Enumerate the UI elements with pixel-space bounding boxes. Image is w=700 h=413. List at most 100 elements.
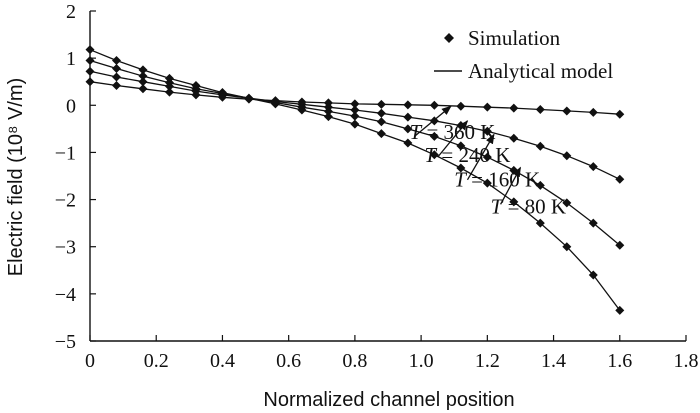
x-tick-label: 0.2 (144, 350, 169, 372)
data-point (535, 180, 545, 190)
data-point (509, 133, 519, 143)
data-point (615, 109, 625, 119)
data-point (85, 45, 95, 55)
data-point (562, 151, 572, 161)
data-point (615, 174, 625, 184)
y-tick-label: −4 (55, 284, 76, 306)
legend-marker-icon (444, 33, 454, 43)
data-point (164, 87, 174, 97)
data-point (482, 126, 492, 136)
data-point (535, 218, 545, 228)
annotation-arrow (437, 120, 469, 158)
data-point (111, 56, 121, 65)
data-point (138, 71, 148, 81)
data-point (376, 117, 386, 127)
annotation-label: T = 360 K (410, 120, 496, 144)
data-point (85, 66, 95, 76)
y-axis-ticks: 2 1 0 −1 −2 −3 −4 −5 (55, 1, 96, 353)
x-tick-label: 0 (85, 350, 95, 372)
annotations: T = 360 KT = 240 KT = 160 K T = 80 K (410, 105, 566, 219)
data-point (138, 65, 148, 75)
data-point (164, 81, 174, 91)
y-tick-label: −3 (55, 237, 76, 259)
data-point (111, 64, 121, 74)
x-tick-label: 1.8 (674, 350, 699, 372)
data-point (85, 56, 95, 65)
data-point (323, 112, 333, 122)
data-point (403, 100, 413, 110)
data-point (244, 94, 254, 104)
data-point (403, 112, 413, 122)
data-point (535, 141, 545, 151)
data-point (403, 138, 413, 148)
legend: Simulation Analytical model (434, 26, 613, 83)
data-point (297, 97, 307, 107)
data-point (323, 98, 333, 108)
data-point (482, 102, 492, 112)
y-tick-label: 0 (66, 95, 76, 117)
data-point (270, 96, 280, 106)
y-tick-label: −2 (55, 190, 76, 212)
data-point (482, 178, 492, 188)
y-tick-label: −1 (55, 142, 76, 164)
data-point (138, 84, 148, 94)
data-point (376, 108, 386, 118)
data-point (111, 72, 121, 82)
data-point (429, 131, 439, 141)
data-point (456, 101, 466, 111)
data-point (509, 197, 519, 207)
annotation-arrow (500, 166, 522, 205)
data-point (588, 218, 598, 228)
data-point (615, 240, 625, 250)
data-point (588, 162, 598, 172)
data-point (85, 77, 95, 87)
data-point (456, 141, 466, 151)
x-tick-label: 1.6 (607, 350, 632, 372)
data-point (429, 150, 439, 160)
x-axis-ticks: 0 0.2 0.4 0.6 0.8 1.0 1.2 1.4 1.6 1.8 (85, 335, 699, 372)
legend-label-analytical-model: Analytical model (468, 59, 613, 83)
data-point (217, 92, 227, 102)
y-axis-title: Electric field (10⁸ V/m) (5, 78, 27, 277)
annotation-arrow (466, 133, 495, 181)
data-point (562, 198, 572, 208)
series-markers (85, 45, 625, 315)
data-point (376, 99, 386, 109)
data-point (350, 111, 360, 121)
data-point (191, 90, 201, 100)
y-tick-label: 1 (66, 48, 76, 70)
data-point (615, 305, 625, 315)
data-point (429, 100, 439, 110)
x-tick-label: 1.4 (541, 350, 566, 372)
x-tick-label: 1.0 (409, 350, 434, 372)
annotation-label: T = 80 K (491, 195, 566, 219)
data-point (588, 270, 598, 280)
data-point (350, 99, 360, 109)
legend-label-simulation: Simulation (468, 26, 561, 50)
axes (89, 11, 686, 342)
data-point (456, 163, 466, 173)
x-tick-label: 0.4 (210, 350, 235, 372)
data-point (350, 105, 360, 115)
x-tick-label: 0.8 (342, 350, 367, 372)
data-point (562, 242, 572, 252)
annotation-arrow (414, 105, 452, 137)
data-point (588, 107, 598, 117)
data-point (376, 129, 386, 139)
data-point (350, 119, 360, 129)
data-point (509, 103, 519, 113)
data-point (562, 106, 572, 116)
data-point (535, 105, 545, 115)
data-point (482, 152, 492, 162)
x-tick-label: 1.2 (475, 350, 500, 372)
y-tick-label: −5 (55, 331, 76, 353)
data-point (111, 80, 121, 90)
data-point (138, 77, 148, 87)
x-tick-label: 0.6 (276, 350, 301, 372)
x-axis-title: Normalized channel position (263, 389, 514, 411)
data-point (403, 124, 413, 134)
y-tick-label: 2 (66, 1, 76, 23)
annotation-label: T = 160 K (454, 167, 540, 191)
annotation-label: T = 240 K (424, 143, 510, 167)
